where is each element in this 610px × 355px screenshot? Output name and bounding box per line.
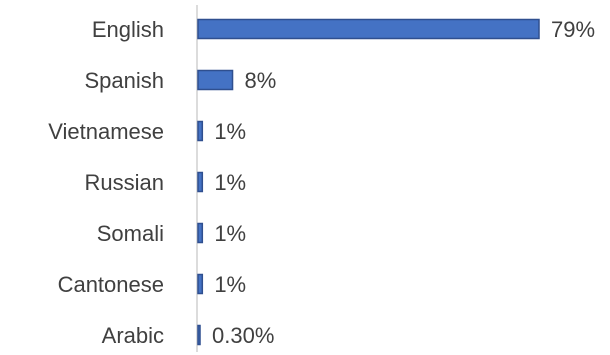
category-labels-group: English Spanish Vietnamese Russian Somali Can… [48,17,164,348]
category-label: Cantonese [58,272,164,297]
category-label: Spanish [84,68,164,93]
category-label: English [92,17,164,42]
category-label: Somali [97,221,164,246]
category-label: Vietnamese [48,119,164,144]
bar-cantonese [197,273,204,295]
bars-group [197,18,540,346]
value-labels-group: 79% 8% 1% 1% 1% 1% 0.30% [212,17,595,348]
bar-english [197,18,540,40]
value-label: 1% [214,221,246,246]
bar-russian [197,171,204,193]
value-label: 1% [214,170,246,195]
value-label: 1% [214,272,246,297]
bar-vietnamese [197,120,204,142]
bar-arabic [197,324,201,346]
category-label: Arabic [102,323,164,348]
value-label: 79% [551,17,595,42]
bar-somali [197,222,204,244]
value-label: 0.30% [212,323,274,348]
value-label: 1% [214,119,246,144]
bar-spanish [197,69,234,91]
category-label: Russian [85,170,164,195]
value-label: 8% [245,68,277,93]
